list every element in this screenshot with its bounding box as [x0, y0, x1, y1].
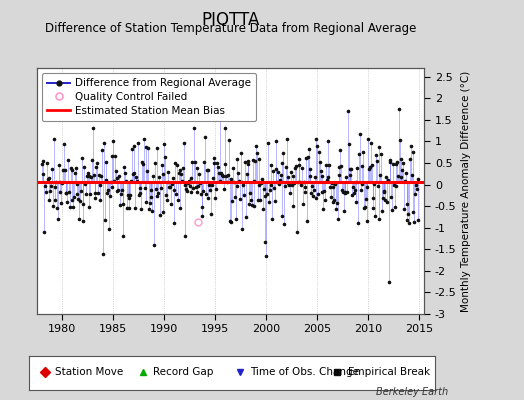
Text: Difference of Station Temperature Data from Regional Average: Difference of Station Temperature Data f…	[45, 22, 416, 35]
Legend: Difference from Regional Average, Quality Control Failed, Estimated Station Mean: Difference from Regional Average, Qualit…	[42, 73, 256, 121]
Text: Station Move: Station Move	[55, 367, 124, 377]
Text: Empirical Break: Empirical Break	[347, 367, 430, 377]
Text: PIOTTA: PIOTTA	[201, 11, 260, 29]
Text: Record Gap: Record Gap	[152, 367, 213, 377]
Y-axis label: Monthly Temperature Anomaly Difference (°C): Monthly Temperature Anomaly Difference (…	[461, 70, 471, 312]
Text: Time of Obs. Change: Time of Obs. Change	[250, 367, 359, 377]
Text: Berkeley Earth: Berkeley Earth	[376, 387, 448, 397]
